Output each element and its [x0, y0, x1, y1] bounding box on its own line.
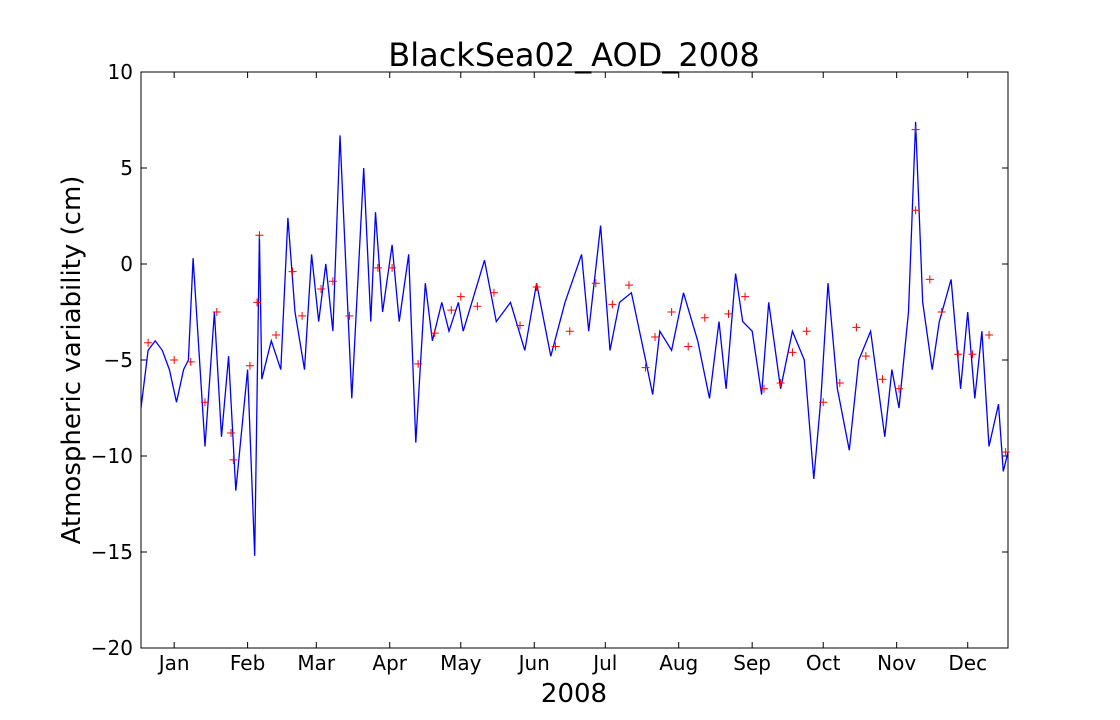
data-marker [911, 125, 920, 134]
data-marker [624, 281, 633, 290]
x-tick-label: Aug [659, 651, 698, 675]
y-axis-label: Atmospheric variability (cm) [57, 176, 87, 545]
data-marker [985, 331, 994, 340]
y-tick-label: 5 [120, 156, 133, 180]
data-marker [227, 428, 236, 437]
x-tick-label: Feb [230, 651, 265, 675]
y-tick-label: −10 [91, 444, 133, 468]
x-tick-label: Sep [733, 651, 771, 675]
data-marker [591, 279, 600, 288]
data-marker [388, 263, 397, 272]
data-marker [878, 375, 887, 384]
data-marker [516, 321, 525, 330]
data-marker [968, 350, 977, 359]
x-tick-label: Dec [948, 651, 987, 675]
chart-title: BlackSea02_AOD_2008 [388, 36, 760, 74]
data-marker [447, 306, 456, 315]
data-marker [200, 398, 209, 407]
data-marker [229, 455, 238, 464]
data-marker [212, 308, 221, 316]
data-marker [684, 342, 693, 351]
data-marker [788, 348, 797, 357]
data-marker [551, 342, 560, 351]
data-marker [700, 313, 709, 322]
data-marker [802, 327, 811, 336]
data-marker [345, 311, 354, 320]
y-tick-label: −5 [104, 348, 133, 372]
data-marker [565, 327, 574, 336]
data-marker [430, 329, 439, 338]
data-marker [170, 356, 179, 364]
data-marker [954, 350, 963, 359]
data-marker [911, 206, 920, 215]
y-tick-label: 0 [120, 252, 133, 276]
data-marker [272, 331, 281, 340]
y-tick-label: −15 [91, 540, 133, 564]
x-tick-label: Nov [877, 651, 916, 675]
data-marker [317, 284, 326, 293]
data-marker [253, 298, 262, 307]
data-line [140, 121, 1009, 556]
data-marker [667, 308, 676, 316]
data-marker [937, 308, 946, 316]
x-tick-label: May [440, 651, 482, 675]
data-marker [489, 288, 498, 297]
data-marker [456, 292, 465, 301]
data-marker [724, 309, 733, 318]
data-marker [298, 311, 307, 320]
data-marker [288, 267, 297, 276]
data-marker [255, 231, 264, 240]
x-tick-label: Apr [372, 651, 407, 675]
data-marker [760, 384, 769, 393]
data-marker [473, 302, 482, 311]
data-marker [819, 398, 828, 407]
data-marker [144, 338, 153, 347]
data-marker [245, 361, 254, 370]
data-marker [186, 357, 195, 366]
x-tick-label: Mar [297, 651, 336, 675]
data-marker [414, 359, 423, 368]
data-marker [741, 292, 750, 301]
x-tick-label: Jul [591, 651, 617, 675]
plot-frame [140, 71, 1009, 649]
data-marker [532, 283, 541, 292]
data-marker [835, 379, 844, 388]
x-tick-label: Oct [806, 651, 841, 675]
data-marker [641, 363, 650, 372]
x-axis-label: 2008 [541, 679, 607, 709]
y-tick-label: −20 [91, 636, 133, 660]
x-tick-label: Jun [517, 651, 550, 675]
data-marker [373, 263, 382, 272]
data-marker [925, 275, 934, 284]
data-marker [852, 323, 861, 332]
x-tick-label: Jan [157, 651, 190, 675]
data-marker [651, 332, 660, 341]
data-marker [1001, 448, 1010, 457]
data-marker [776, 379, 785, 388]
data-marker [328, 277, 337, 286]
y-tick-label: 10 [108, 60, 133, 84]
data-marker [861, 352, 870, 361]
data-marker [608, 300, 617, 309]
data-marker [895, 384, 904, 393]
